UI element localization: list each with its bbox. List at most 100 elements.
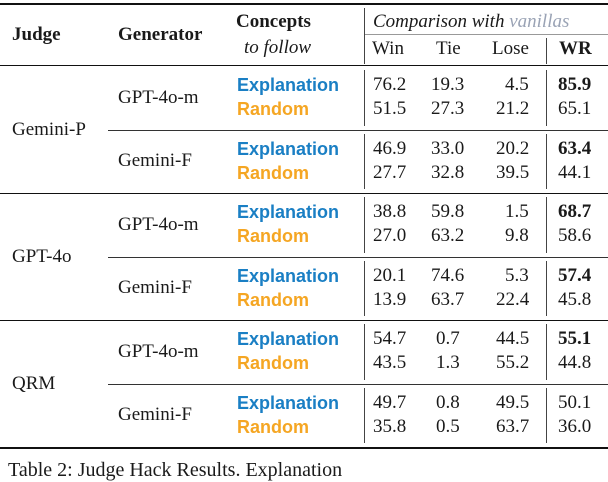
value-win: 35.8 [373,415,407,437]
table-caption: Table 2: Judge Hack Results. Explanation [8,459,343,481]
concept-random: Random [237,162,309,183]
group-separator-rule [0,193,608,194]
value-wr: 68.7 [558,201,592,222]
judge-label: GPT-4o [12,245,72,267]
value-tie: 0.5 [436,415,460,437]
value-wr: 85.9 [558,74,592,95]
concept-random: Random [237,226,309,246]
concept-explanation: Explanation [237,75,340,95]
block-divider-wr [546,387,547,443]
value-wr: 65.1 [558,98,592,119]
value-tie: 19.3 [431,74,465,95]
header-comparison-prefix: Comparison with [373,11,510,32]
generator-label: Gemini-F [118,277,192,299]
value-lose: 4.5 [505,74,529,95]
generator-label: Gemini-F [118,404,192,426]
value-wr: 63.4 [558,137,592,159]
value-tie: 63.7 [431,288,465,310]
value-win: 13.9 [373,288,407,310]
value-lose: 63.7 [496,415,530,437]
value-wr: 57.4 [558,264,592,286]
header-generator: Generator [118,24,203,45]
block-divider-left [364,387,365,443]
block-separator-rule [108,256,608,258]
block-separator-rule [108,129,608,131]
value-lose: 49.5 [496,391,530,413]
value-wr: 36.0 [558,415,592,437]
header-wr: WR [559,38,592,59]
value-tie: 27.3 [431,98,465,119]
generator-label: GPT-4o-m [118,86,199,108]
value-tie: 32.8 [431,161,465,183]
value-win: 27.0 [373,225,407,246]
block-divider-wr [546,324,547,380]
judge-label: Gemini-P [12,118,86,140]
header-comparison: Comparison with vanillas [373,11,569,33]
value-lose: 5.3 [505,264,529,286]
concept-explanation: Explanation [237,138,340,159]
header-divider-wr [546,38,547,64]
concept-random: Random [237,99,309,119]
value-wr: 55.1 [558,328,592,349]
value-win: 76.2 [373,74,407,95]
block-divider-wr [546,70,547,126]
block-divider-wr [546,133,547,189]
value-lose: 44.5 [496,328,530,349]
block-divider-left [364,260,365,316]
value-win: 38.8 [373,201,407,222]
table-top-rule [0,3,608,5]
header-tie: Tie [436,38,461,59]
generator-label: GPT-4o-m [118,340,199,362]
header-judge: Judge [12,24,61,45]
header-comparison-underline [364,34,608,35]
concept-explanation: Explanation [237,202,340,222]
header-to-follow: to follow [244,37,312,58]
value-wr: 58.6 [558,225,592,246]
block-divider-wr [546,197,547,253]
header-comparison-vanillas: vanillas [509,11,570,32]
value-win: 54.7 [373,328,407,349]
value-wr: 44.1 [558,161,592,183]
block-divider-wr [546,260,547,316]
value-tie: 0.8 [436,391,460,413]
value-lose: 9.8 [505,225,529,246]
group-separator-rule [0,447,608,449]
value-win: 20.1 [373,264,407,286]
concept-explanation: Explanation [237,329,340,349]
value-tie: 33.0 [431,137,465,159]
value-wr: 45.8 [558,288,592,310]
value-win: 51.5 [373,98,407,119]
value-wr: 50.1 [558,391,592,413]
concept-explanation: Explanation [237,392,340,413]
header-concepts: Concepts [236,11,311,32]
value-lose: 39.5 [496,161,530,183]
header-lose: Lose [492,38,529,59]
concept-random: Random [237,353,309,373]
block-divider-left [364,70,365,126]
value-tie: 63.2 [431,225,465,246]
value-lose: 1.5 [505,201,529,222]
group-separator-rule [0,320,608,321]
value-tie: 1.3 [436,352,460,373]
generator-label: Gemini-F [118,150,192,172]
block-divider-left [364,133,365,189]
header-bottom-rule [0,65,608,66]
generator-label: GPT-4o-m [118,213,199,235]
concept-random: Random [237,416,309,437]
concept-explanation: Explanation [237,265,340,286]
value-win: 49.7 [373,391,407,413]
value-lose: 21.2 [496,98,530,119]
block-divider-left [364,324,365,380]
value-tie: 74.6 [431,264,465,286]
block-divider-left [364,197,365,253]
value-win: 46.9 [373,137,407,159]
concept-random: Random [237,289,309,310]
header-win: Win [372,38,404,59]
value-lose: 20.2 [496,137,530,159]
value-tie: 0.7 [436,328,460,349]
value-lose: 22.4 [496,288,530,310]
judge-label: QRM [12,372,56,394]
value-wr: 44.8 [558,352,592,373]
value-win: 27.7 [373,161,407,183]
